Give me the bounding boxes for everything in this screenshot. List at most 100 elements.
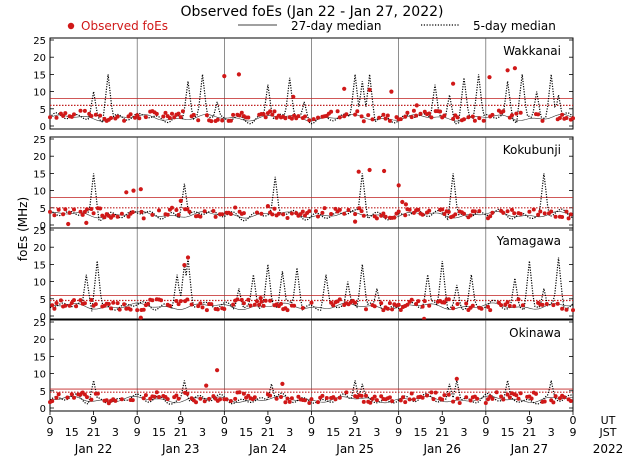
- ut-tick-label: 0: [308, 414, 315, 427]
- jst-tick-label: 21: [261, 426, 275, 439]
- observed-point: [333, 397, 338, 402]
- observed-point: [353, 212, 358, 217]
- observed-point: [63, 111, 68, 116]
- observed-point: [514, 393, 519, 398]
- observed-point: [475, 396, 480, 401]
- observed-point-outlier: [131, 188, 136, 193]
- observed-point: [361, 119, 366, 124]
- observed-point: [122, 118, 127, 123]
- observed-point: [488, 214, 493, 219]
- observed-point: [420, 304, 425, 309]
- legend-27day-label: 27-day median: [291, 19, 381, 33]
- observed-point: [52, 213, 57, 218]
- observed-point: [163, 110, 168, 115]
- observed-point: [48, 209, 52, 214]
- observed-point: [366, 113, 371, 118]
- legend-observed-marker: [67, 22, 75, 30]
- observed-point: [499, 394, 504, 399]
- observed-point: [488, 308, 493, 313]
- observed-point: [294, 211, 299, 216]
- y-tick-label: 5: [40, 295, 46, 306]
- observed-point: [224, 397, 229, 402]
- observed-point: [355, 109, 360, 114]
- observed-point: [56, 392, 61, 397]
- observed-point: [54, 395, 59, 400]
- observed-point: [518, 211, 523, 216]
- observed-point: [398, 398, 403, 403]
- observed-point: [102, 215, 107, 220]
- observed-point: [416, 299, 421, 304]
- observed-point: [202, 209, 207, 214]
- jst-tick-label: 21: [435, 426, 449, 439]
- observed-point-outlier: [124, 190, 129, 195]
- observed-point-outlier: [215, 368, 220, 373]
- observed-point: [54, 115, 59, 120]
- observed-point: [104, 398, 109, 403]
- legend-observed-label: Observed foEs: [81, 19, 168, 33]
- observed-point: [215, 307, 220, 312]
- observed-point: [82, 108, 87, 113]
- ut-tick-label: 9: [264, 414, 271, 427]
- observed-point: [220, 212, 225, 217]
- observed-point: [257, 302, 262, 307]
- observed-point: [209, 119, 214, 124]
- observed-point: [82, 301, 87, 306]
- observed-point: [296, 114, 301, 119]
- observed-point: [427, 111, 432, 116]
- observed-point: [311, 117, 316, 122]
- observed-point: [403, 213, 408, 218]
- observed-point: [372, 304, 377, 309]
- observed-point: [405, 110, 410, 115]
- y-tick-label: 15: [33, 169, 46, 180]
- observed-point: [431, 397, 436, 402]
- ut-tick-label: 9: [352, 414, 359, 427]
- observed-point-outlier: [400, 199, 405, 205]
- observed-point: [416, 207, 421, 212]
- observed-point: [409, 391, 414, 396]
- observed-point: [72, 298, 76, 303]
- observed-point: [215, 117, 220, 122]
- observed-point: [263, 115, 268, 120]
- observed-point: [56, 207, 61, 212]
- observed-point: [78, 108, 83, 113]
- observed-point: [67, 303, 72, 308]
- observed-point: [468, 398, 473, 403]
- observed-point: [292, 303, 297, 308]
- observed-point: [381, 112, 386, 117]
- observed-point: [440, 207, 445, 212]
- y-tick-label: 0: [40, 122, 46, 133]
- observed-point: [194, 400, 198, 405]
- y-tick-label: 15: [33, 260, 46, 271]
- observed-point: [119, 397, 124, 402]
- observed-point: [359, 209, 364, 214]
- observed-point: [270, 212, 275, 217]
- observed-point: [115, 214, 120, 219]
- y-tick-label: 20: [33, 53, 46, 64]
- observed-point: [486, 397, 490, 402]
- observed-point: [231, 302, 236, 307]
- observed-point: [392, 215, 397, 220]
- observed-point: [213, 214, 218, 219]
- observed-point-outlier: [138, 187, 143, 192]
- observed-point: [385, 113, 390, 118]
- jst-tick-label: 21: [174, 426, 188, 439]
- observed-point: [364, 307, 368, 312]
- observed-point: [69, 392, 74, 397]
- observed-point: [211, 209, 216, 213]
- day-label: Jan 26: [422, 442, 461, 456]
- observed-point: [80, 212, 85, 217]
- observed-point: [353, 300, 358, 305]
- y-tick-label: 25: [33, 226, 46, 237]
- observed-point: [505, 209, 510, 214]
- ut-tick-label: 0: [395, 414, 402, 427]
- jst-tick-label: 3: [199, 426, 206, 439]
- observed-point-outlier: [265, 204, 270, 209]
- observed-point: [93, 302, 98, 307]
- y-tick-label: 5: [40, 105, 46, 116]
- observed-point-outlier: [356, 169, 361, 174]
- observed-point: [557, 116, 562, 120]
- observed-point: [198, 301, 203, 306]
- observed-point: [268, 109, 273, 114]
- y-tick-label: 10: [33, 278, 46, 289]
- observed-point: [483, 401, 488, 405]
